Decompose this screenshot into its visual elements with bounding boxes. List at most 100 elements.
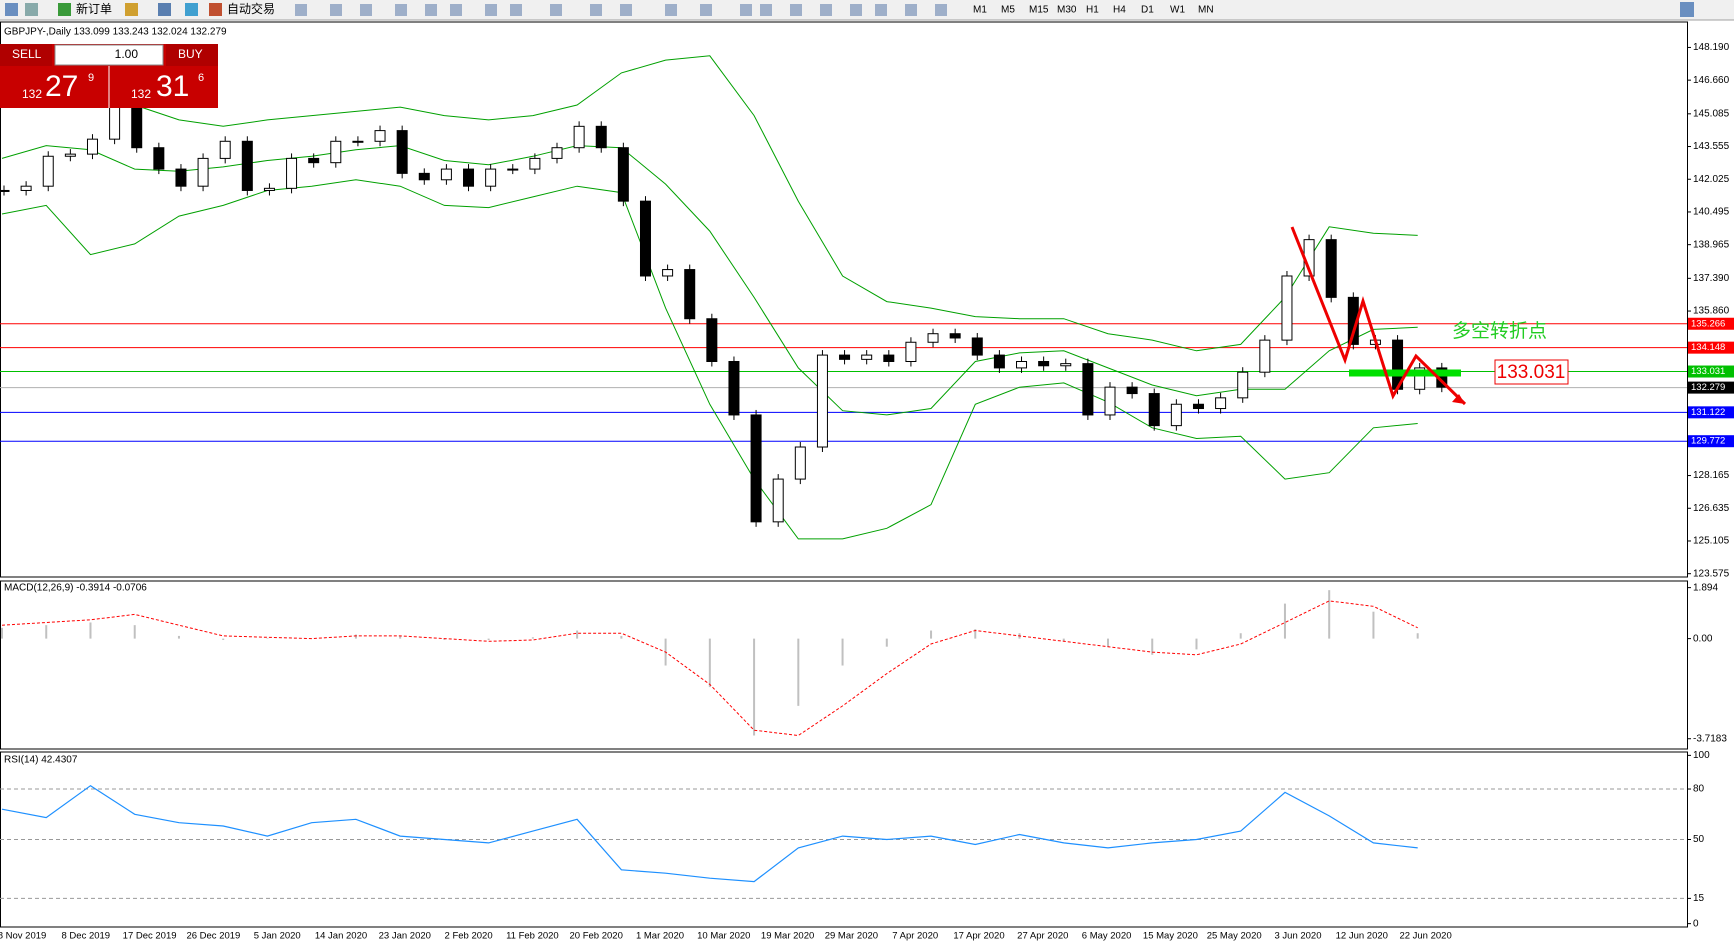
pane-frame bbox=[0, 580, 1688, 750]
new-order-icon[interactable] bbox=[58, 3, 71, 16]
candle bbox=[595, 125, 607, 149]
buy-button[interactable] bbox=[166, 44, 218, 66]
y-tick-label: 145.085 bbox=[1693, 108, 1730, 119]
volume[interactable]: 1.00 bbox=[115, 47, 139, 61]
icon[interactable] bbox=[125, 3, 138, 16]
candle bbox=[905, 341, 917, 362]
candle bbox=[175, 168, 187, 187]
candle bbox=[971, 337, 983, 356]
x-tick-label: 11 Feb 2020 bbox=[506, 931, 559, 942]
candle bbox=[507, 168, 519, 171]
tool-icon[interactable] bbox=[620, 4, 632, 16]
candle bbox=[263, 187, 275, 191]
tool-icon[interactable] bbox=[550, 4, 562, 16]
y-tick-label: 0.00 bbox=[1693, 633, 1713, 644]
tool-icon[interactable] bbox=[590, 4, 602, 16]
tool-icon[interactable] bbox=[740, 4, 752, 16]
volume-input[interactable] bbox=[54, 44, 164, 66]
tool-icon[interactable] bbox=[395, 4, 407, 16]
y-tick-label: 0 bbox=[1693, 918, 1699, 929]
timeframe[interactable]: M1 bbox=[973, 5, 987, 16]
price-label: 134.148 bbox=[1691, 342, 1725, 353]
y-tick-label: 146.660 bbox=[1693, 75, 1730, 86]
timeframe[interactable]: D1 bbox=[1141, 5, 1154, 16]
candle bbox=[418, 172, 430, 181]
y-tick-label: 143.555 bbox=[1693, 141, 1730, 152]
timeframe[interactable]: M5 bbox=[1001, 5, 1015, 16]
candle bbox=[42, 155, 54, 187]
tool-icon[interactable] bbox=[665, 4, 677, 16]
price-label-bg bbox=[1688, 317, 1734, 330]
candle bbox=[463, 168, 475, 187]
timeframe[interactable]: H4 bbox=[1113, 5, 1126, 16]
x-tick-label: 12 Jun 2020 bbox=[1336, 931, 1388, 942]
buy-main[interactable]: 31 bbox=[156, 70, 189, 103]
annotation: 多空转折点 bbox=[1452, 320, 1547, 342]
candle bbox=[197, 157, 209, 187]
tool-icon[interactable] bbox=[360, 4, 372, 16]
y-tick-label: 137.390 bbox=[1693, 273, 1730, 284]
candle bbox=[1148, 393, 1160, 427]
timeframe[interactable]: M30 bbox=[1057, 5, 1077, 16]
auto-trade-icon[interactable] bbox=[209, 3, 222, 16]
tool-icon[interactable] bbox=[700, 4, 712, 16]
candle bbox=[750, 414, 762, 523]
auto-trade[interactable]: 自动交易 bbox=[227, 1, 275, 16]
tool-icon[interactable] bbox=[510, 4, 522, 16]
tool-icon[interactable] bbox=[905, 4, 917, 16]
band bbox=[1, 145, 1418, 416]
tool-icon[interactable] bbox=[295, 4, 307, 16]
x-tick-label: 27 Apr 2020 bbox=[1017, 931, 1068, 942]
icon[interactable] bbox=[158, 3, 171, 16]
sell-button[interactable] bbox=[0, 44, 52, 66]
tool-icon[interactable] bbox=[760, 4, 772, 16]
candle bbox=[1082, 363, 1094, 416]
signal-line bbox=[1, 600, 1418, 737]
tool-icon[interactable] bbox=[935, 4, 947, 16]
x-tick-label: 14 Jan 2020 bbox=[315, 931, 367, 942]
price-label: 132.279 bbox=[1691, 382, 1725, 393]
timeframe[interactable]: W1 bbox=[1170, 5, 1185, 16]
tool-icon[interactable] bbox=[450, 4, 462, 16]
candle bbox=[374, 130, 386, 142]
buy-big[interactable]: 132 bbox=[131, 87, 151, 101]
sell-label[interactable]: SELL bbox=[12, 47, 42, 61]
icon[interactable] bbox=[25, 3, 38, 16]
tool-icon[interactable] bbox=[850, 4, 862, 16]
buy-label[interactable]: BUY bbox=[178, 47, 203, 61]
tool-icon[interactable] bbox=[330, 4, 342, 16]
y-tick-label: 138.965 bbox=[1693, 239, 1730, 250]
x-tick-label: 2 Feb 2020 bbox=[445, 931, 493, 942]
sell-sup[interactable]: 9 bbox=[88, 72, 94, 84]
x-tick-label: 3 Jun 2020 bbox=[1274, 931, 1321, 942]
tool-icon[interactable] bbox=[485, 4, 497, 16]
price-label: 135.266 bbox=[1691, 318, 1725, 329]
new-order[interactable]: 新订单 bbox=[76, 1, 112, 16]
icon[interactable] bbox=[185, 3, 198, 16]
candle bbox=[1237, 371, 1249, 399]
candle bbox=[1126, 386, 1138, 395]
icon[interactable] bbox=[5, 3, 18, 16]
candle bbox=[1325, 239, 1337, 298]
search-icon[interactable] bbox=[1680, 2, 1694, 17]
candle bbox=[1104, 386, 1116, 416]
x-tick-label: 23 Jan 2020 bbox=[379, 931, 431, 942]
tool-icon[interactable] bbox=[425, 4, 437, 16]
candle bbox=[529, 157, 541, 170]
tool-icon[interactable] bbox=[820, 4, 832, 16]
band bbox=[1, 179, 1418, 540]
candle bbox=[352, 140, 364, 143]
candle bbox=[20, 185, 32, 191]
candle bbox=[794, 446, 806, 480]
x-tick-label: 20 Feb 2020 bbox=[570, 931, 623, 942]
tool-icon[interactable] bbox=[790, 4, 802, 16]
x-tick-label: 17 Dec 2019 bbox=[123, 931, 177, 942]
sell-big[interactable]: 132 bbox=[22, 87, 42, 101]
buy-sup[interactable]: 6 bbox=[198, 72, 204, 84]
y-tick-label: 135.860 bbox=[1693, 306, 1730, 317]
tool-icon[interactable] bbox=[875, 4, 887, 16]
timeframe[interactable]: H1 bbox=[1086, 5, 1099, 16]
sell-main[interactable]: 27 bbox=[45, 70, 78, 103]
timeframe[interactable]: MN bbox=[1198, 5, 1214, 16]
timeframe[interactable]: M15 bbox=[1029, 5, 1049, 16]
